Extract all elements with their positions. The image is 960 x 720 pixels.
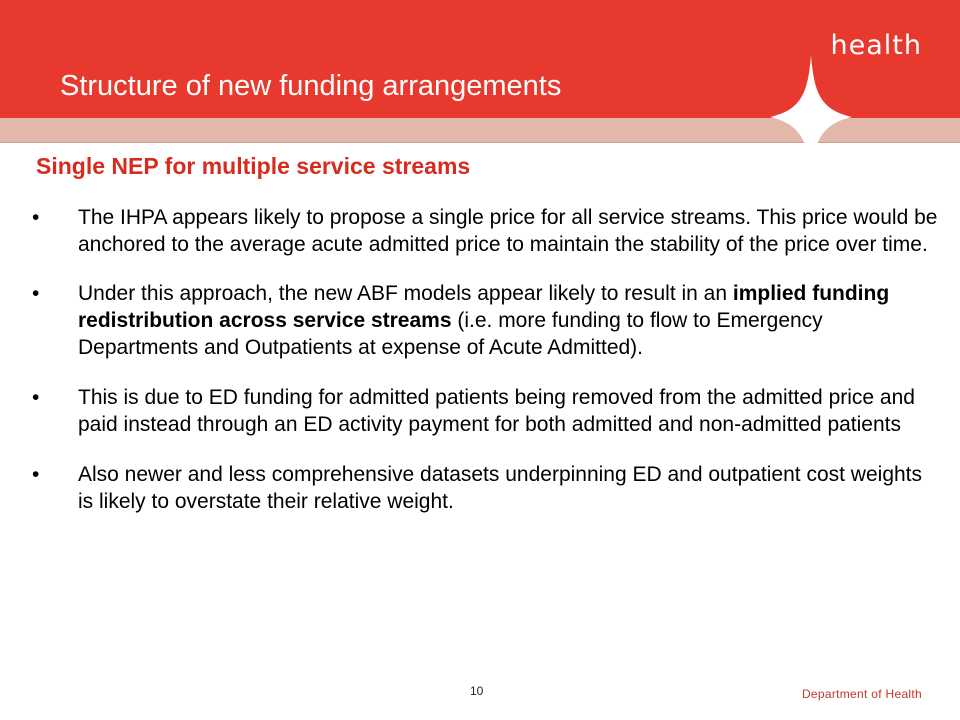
bullet-text: This is due to ED funding for admitted p… [78, 386, 915, 436]
bullet-text: The IHPA appears likely to propose a sin… [78, 206, 938, 256]
section-subtitle: Single NEP for multiple service streams [36, 153, 471, 179]
bullet-text-start: Under this approach, the new ABF models … [78, 282, 733, 305]
page-title: Structure of new funding arrangements [60, 70, 562, 102]
bullet-text: Also newer and less comprehensive datase… [78, 463, 923, 513]
bullet-text-end: (i.e. more funding to flow to Emergency … [78, 309, 823, 359]
bullet-item: • Under this approach, the new ABF model… [30, 280, 940, 361]
bullet-marker: • [32, 282, 40, 305]
bullet-marker: • [32, 386, 40, 409]
star-icon [770, 55, 852, 118]
bullet-text-emphasis: implied funding redistribution across se… [78, 282, 890, 332]
star-tail-icon [773, 118, 849, 178]
bullet-item: • The IHPA appears likely to propose a s… [30, 204, 940, 258]
brand-wordmark: health [830, 30, 922, 61]
bullet-item: • This is due to ED funding for admitted… [30, 384, 940, 438]
bullet-item: • Also newer and less comprehensive data… [30, 461, 940, 515]
header-divider [0, 142, 960, 143]
bullet-list: • The IHPA appears likely to propose a s… [30, 204, 940, 515]
department-logo: Department of Health [801, 687, 922, 701]
bullet-marker: • [32, 463, 40, 486]
page-number: 10 [470, 684, 484, 698]
header-banner: health Structure of new funding arrangem… [0, 0, 960, 118]
bullet-marker: • [32, 206, 40, 229]
